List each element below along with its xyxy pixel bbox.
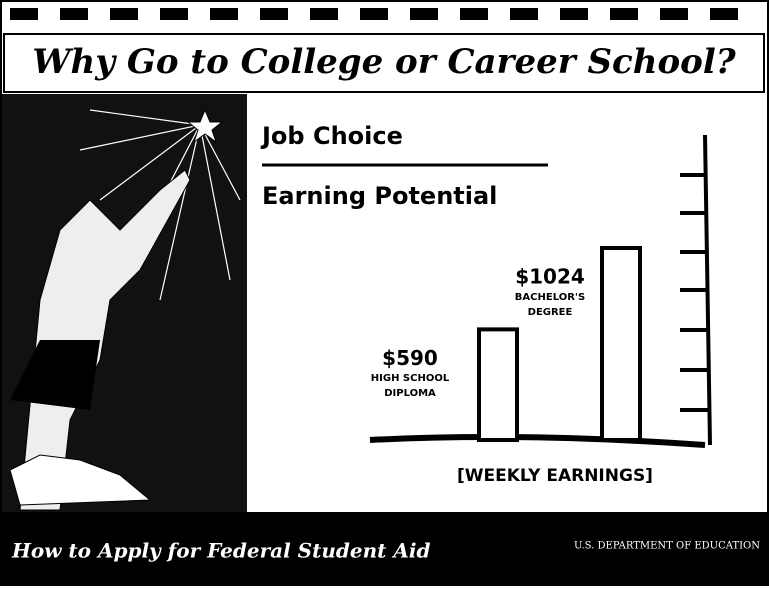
- category-label: HIGH SCHOOL DIPLOMA: [365, 371, 455, 407]
- category-text: BACHELOR'S DEGREE: [505, 290, 595, 320]
- category-label: BACHELOR'S DEGREE: [505, 290, 595, 326]
- dash-row: [10, 8, 738, 20]
- category-text: HIGH SCHOOL DIPLOMA: [365, 371, 455, 401]
- value-label: $590: [382, 346, 438, 370]
- bar: [602, 248, 640, 440]
- value-label: $1024: [515, 265, 585, 289]
- poster: Why Go to College or Career School? Job …: [0, 0, 769, 586]
- poster-title: Why Go to College or Career School?: [32, 42, 736, 82]
- page: Why Go to College or Career School? Job …: [0, 0, 769, 586]
- heading: Job Choice: [260, 122, 403, 150]
- x-axis-label: [WEEKLY EARNINGS]: [457, 466, 653, 486]
- bar: [479, 329, 517, 440]
- agency: U.S. DEPARTMENT OF EDUCATION: [574, 541, 760, 552]
- footer-text: How to Apply for Federal Student Aid: [11, 539, 430, 563]
- heading: Earning Potential: [262, 182, 497, 210]
